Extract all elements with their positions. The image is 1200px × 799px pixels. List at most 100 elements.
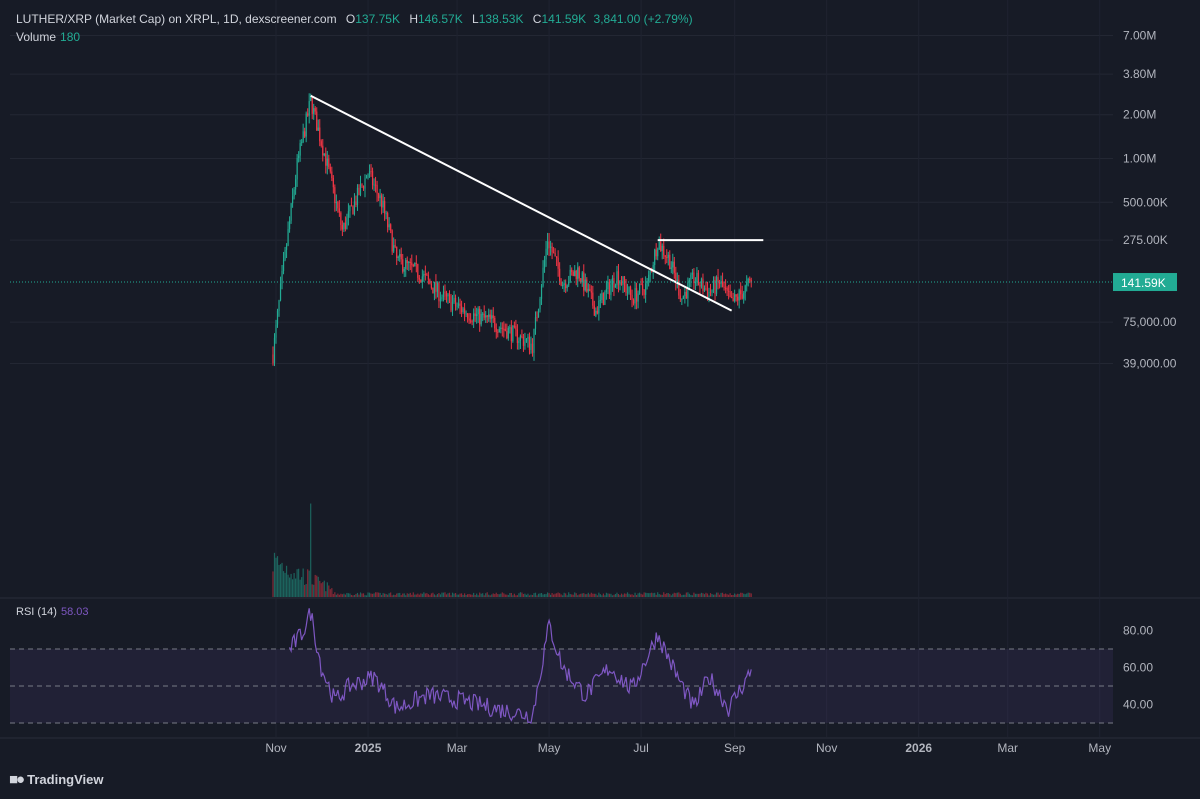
candle-body — [617, 271, 620, 285]
candle-body — [406, 260, 408, 264]
volume-bar — [338, 594, 340, 597]
volume-bar — [667, 593, 669, 597]
x-tick-label: 2026 — [905, 741, 932, 755]
candle-body — [681, 298, 683, 300]
candle — [696, 267, 698, 286]
candle-body — [625, 284, 627, 293]
volume-bar — [320, 583, 322, 597]
candle — [720, 275, 722, 288]
candle-body — [559, 268, 561, 282]
candle-body — [329, 167, 331, 172]
volume-bar — [619, 595, 621, 597]
volume-bar — [423, 592, 425, 597]
candle-body — [492, 315, 494, 318]
volume-bar — [673, 592, 675, 597]
volume-bar — [737, 593, 739, 597]
candle-body — [590, 291, 592, 293]
candle — [729, 284, 731, 298]
volume-bar — [542, 594, 544, 597]
volume-bar — [522, 594, 525, 597]
candle — [623, 276, 626, 293]
volume-bar — [322, 582, 324, 597]
drawings[interactable] — [10, 0, 1113, 312]
volume-bar — [361, 593, 363, 597]
candle-body — [631, 294, 633, 300]
candle-body — [291, 196, 294, 204]
volume-bar — [527, 593, 529, 597]
candle — [423, 270, 425, 282]
candle-body — [607, 282, 609, 290]
candle — [346, 213, 348, 230]
volume-bar — [358, 594, 360, 597]
volume-bar — [414, 594, 416, 597]
volume-bar — [445, 594, 448, 597]
candle-body — [637, 293, 639, 302]
candle — [373, 178, 375, 191]
candle — [435, 274, 437, 299]
volume-bar — [628, 593, 630, 597]
volume-bar — [545, 594, 547, 597]
candle-body — [611, 278, 614, 285]
candle — [684, 285, 686, 304]
candle — [554, 248, 556, 257]
candle-body — [569, 269, 571, 282]
candle-body — [373, 184, 375, 186]
volume-bar — [497, 594, 499, 597]
candle-body — [553, 252, 555, 254]
volume-bar — [518, 593, 520, 597]
candle-body — [314, 108, 316, 112]
candle — [657, 247, 659, 261]
candle-body — [539, 298, 541, 310]
tradingview-logo[interactable]: ■● TradingView — [9, 771, 103, 788]
volume-bar — [664, 594, 666, 597]
volume-bar — [649, 593, 651, 597]
volume-bar — [368, 592, 371, 597]
volume-bar — [329, 589, 331, 597]
volume-bar — [512, 595, 514, 597]
candle-body — [346, 217, 348, 229]
volume-bar — [396, 593, 398, 597]
candle — [325, 147, 327, 174]
candle-body — [311, 96, 313, 114]
candle-body — [374, 184, 377, 186]
candle — [384, 196, 386, 221]
candle-body — [586, 279, 588, 292]
candle — [405, 257, 407, 277]
candle-body — [691, 272, 694, 275]
candle-body — [718, 282, 721, 285]
volume-bar — [605, 592, 608, 597]
candle-body — [331, 171, 333, 179]
volume-bar — [610, 593, 612, 597]
candle — [546, 232, 549, 256]
candle — [317, 119, 319, 131]
volume-bar — [531, 594, 534, 597]
candle-body — [344, 222, 347, 229]
candle — [539, 296, 541, 313]
candle-body — [509, 327, 511, 329]
candle — [637, 290, 639, 309]
candle — [530, 336, 532, 354]
volume-bar — [738, 593, 740, 597]
volume-bar — [323, 580, 325, 597]
candle — [462, 307, 464, 314]
candle — [699, 281, 701, 294]
y-tick-label: 2.00M — [1123, 108, 1156, 122]
candle-body — [518, 340, 520, 344]
candle-body — [451, 302, 454, 311]
volume-bar — [566, 595, 568, 597]
volume-bar — [634, 592, 636, 597]
volume-bar — [467, 594, 469, 597]
candle-body — [706, 289, 709, 298]
candle — [393, 237, 395, 254]
candle — [281, 264, 283, 290]
candle — [503, 321, 505, 338]
volume-bar — [356, 592, 359, 597]
open-label: O — [345, 12, 356, 26]
candle-body — [494, 317, 496, 329]
candle — [525, 338, 528, 343]
volume-bar — [282, 571, 285, 597]
candle-body — [275, 324, 277, 338]
candle-body — [308, 101, 310, 116]
